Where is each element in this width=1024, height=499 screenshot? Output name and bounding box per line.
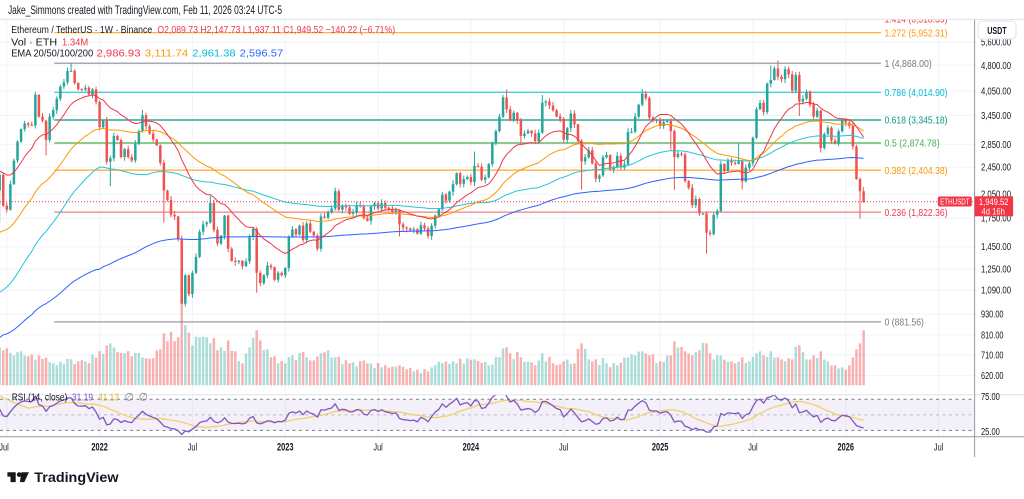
svg-text:1.34M: 1.34M bbox=[62, 37, 88, 49]
svg-text:5,600.00: 5,600.00 bbox=[981, 37, 1011, 48]
svg-text:75.00: 75.00 bbox=[981, 392, 1000, 403]
svg-text:4,800.00: 4,800.00 bbox=[981, 61, 1011, 72]
svg-text:Jul: Jul bbox=[0, 442, 9, 454]
svg-text:Jul: Jul bbox=[373, 442, 382, 454]
svg-text:4d 16h: 4d 16h bbox=[982, 206, 1005, 216]
svg-text:31.19: 31.19 bbox=[72, 392, 93, 404]
svg-text:0 (881.56): 0 (881.56) bbox=[885, 317, 924, 329]
svg-text:41.13: 41.13 bbox=[98, 392, 119, 404]
svg-text:2,050.00: 2,050.00 bbox=[981, 190, 1011, 201]
svg-text:Jul: Jul bbox=[748, 442, 757, 454]
svg-text:2,596.57: 2,596.57 bbox=[240, 48, 284, 60]
svg-text:2025: 2025 bbox=[652, 442, 669, 454]
svg-text:USDT: USDT bbox=[987, 26, 1007, 37]
svg-text:Jul: Jul bbox=[188, 442, 197, 454]
svg-text:2,961.38: 2,961.38 bbox=[192, 48, 235, 60]
svg-text:930.00: 930.00 bbox=[981, 310, 1004, 321]
svg-text:2,986.93: 2,986.93 bbox=[97, 48, 141, 60]
svg-text:0.236 (1,822.36): 0.236 (1,822.36) bbox=[885, 207, 948, 219]
svg-text:0.786 (4,014.90): 0.786 (4,014.90) bbox=[885, 87, 948, 99]
svg-text:Vol · ETH: Vol · ETH bbox=[11, 37, 57, 49]
svg-text:TradingView: TradingView bbox=[34, 470, 119, 485]
svg-text:3,111.74: 3,111.74 bbox=[145, 48, 189, 60]
svg-text:Jul: Jul bbox=[934, 442, 943, 454]
svg-text:1,090.00: 1,090.00 bbox=[981, 285, 1011, 296]
svg-text:810.00: 810.00 bbox=[981, 330, 1004, 341]
svg-text:0.618 (3,345.18): 0.618 (3,345.18) bbox=[885, 115, 948, 127]
svg-text:25.00: 25.00 bbox=[981, 427, 1000, 438]
svg-text:0.382 (2,404.38): 0.382 (2,404.38) bbox=[885, 165, 948, 177]
svg-text:EMA 20/50/100/200: EMA 20/50/100/200 bbox=[11, 48, 93, 60]
svg-text:1 (4,868.00): 1 (4,868.00) bbox=[885, 58, 932, 70]
svg-text:∅: ∅ bbox=[139, 392, 148, 404]
svg-text:3,450.00: 3,450.00 bbox=[981, 111, 1011, 122]
svg-text:Jul: Jul bbox=[559, 442, 568, 454]
svg-text:1,750.00: 1,750.00 bbox=[981, 214, 1011, 225]
svg-text:∅: ∅ bbox=[125, 392, 134, 404]
svg-text:2024: 2024 bbox=[463, 442, 480, 454]
svg-text:4,050.00: 4,050.00 bbox=[981, 87, 1011, 98]
svg-text:Ethereum / TetherUS · 1W · Bin: Ethereum / TetherUS · 1W · Binance bbox=[11, 24, 152, 36]
svg-text:0.5 (2,874.78): 0.5 (2,874.78) bbox=[885, 138, 940, 150]
svg-text:1.272 (5,952.31): 1.272 (5,952.31) bbox=[885, 27, 948, 39]
svg-text:2022: 2022 bbox=[91, 442, 108, 454]
svg-text:1,949.52: 1,949.52 bbox=[979, 197, 1009, 208]
svg-text:2,850.00: 2,850.00 bbox=[981, 140, 1011, 151]
svg-text:1,250.00: 1,250.00 bbox=[981, 265, 1011, 276]
svg-text:O2,089.73 H2,147.73 L1,937.11: O2,089.73 H2,147.73 L1,937.11 C1,949.52 … bbox=[157, 24, 395, 36]
svg-text:1,450.00: 1,450.00 bbox=[981, 242, 1011, 253]
svg-text:ETHUSDT: ETHUSDT bbox=[940, 197, 970, 206]
svg-text:Jake_Simmons created with Trad: Jake_Simmons created with TradingView.co… bbox=[8, 3, 282, 17]
svg-text:620.00: 620.00 bbox=[981, 371, 1004, 382]
svg-text:2023: 2023 bbox=[277, 442, 294, 454]
svg-text:710.00: 710.00 bbox=[981, 350, 1004, 361]
svg-text:RSI (14, close): RSI (14, close) bbox=[12, 392, 68, 404]
svg-text:1.414 (6,518.39): 1.414 (6,518.39) bbox=[885, 14, 948, 26]
svg-text:2,450.00: 2,450.00 bbox=[981, 163, 1011, 174]
svg-text:2026: 2026 bbox=[838, 442, 855, 454]
